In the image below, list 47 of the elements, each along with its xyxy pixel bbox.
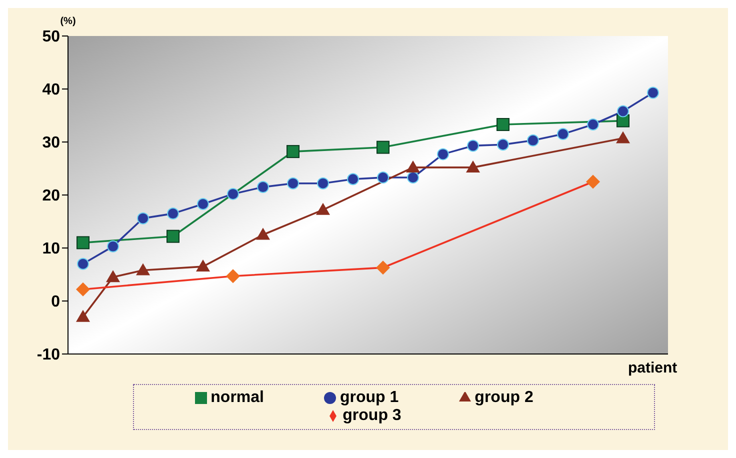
point [227, 188, 239, 200]
y-tick-label: 20 [42, 188, 60, 205]
y-tick-label: 40 [42, 82, 60, 99]
point [256, 228, 270, 240]
legend-label: normal [210, 389, 264, 406]
point [466, 160, 480, 172]
y-tick-label: 10 [42, 240, 60, 258]
point [137, 212, 149, 224]
point [316, 202, 330, 215]
point [467, 140, 479, 152]
point [587, 118, 599, 131]
y-tick-label: -10 [36, 346, 60, 364]
point [196, 260, 210, 272]
legend-label: group 3 [342, 407, 402, 424]
point [376, 140, 390, 154]
point [166, 230, 180, 243]
point [77, 258, 89, 270]
legend-label: group 1 [340, 389, 399, 406]
point [76, 236, 90, 250]
point [136, 263, 150, 276]
point [497, 138, 509, 151]
point [317, 177, 329, 190]
point [167, 208, 179, 220]
point [287, 177, 299, 190]
point [286, 145, 300, 158]
y-tick-label: 30 [42, 134, 60, 152]
point [407, 172, 419, 184]
y-tick-label: 50 [42, 28, 60, 46]
point [406, 160, 420, 172]
x-axis-title: patient [628, 359, 678, 376]
point [76, 310, 90, 322]
point [437, 148, 449, 160]
point [106, 270, 120, 282]
point [197, 198, 209, 210]
point [647, 86, 659, 99]
point [616, 131, 630, 144]
y-tick-label: 0 [51, 294, 60, 311]
legend-label: group 2 [474, 389, 534, 406]
point [107, 240, 119, 252]
point [617, 105, 629, 118]
point [347, 173, 359, 186]
point [257, 181, 269, 194]
point [557, 128, 569, 140]
point [527, 134, 539, 146]
y-axis-title: (%) [60, 16, 76, 27]
point [496, 118, 510, 132]
point [377, 172, 389, 184]
